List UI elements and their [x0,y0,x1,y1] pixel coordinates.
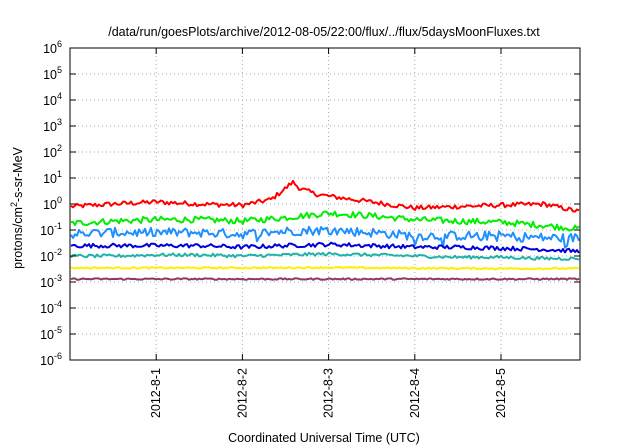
y-tick-base: 10 [43,42,57,56]
y-tick-base: 10 [43,146,57,160]
y-tick-exponent: 4 [57,91,62,101]
y-tick-label: 10-3 [40,273,62,290]
x-tick-label: 2012-8-4 [408,368,422,418]
y-tick-base: 10 [40,328,54,342]
y-axis-label-post: -s-sr-MeV [11,146,25,202]
series-line-6 [70,266,580,271]
y-axis-label-sup: 2 [9,202,19,207]
y-tick-label: 103 [43,117,62,134]
y-tick-label: 10-1 [40,221,62,238]
series-line-5 [70,251,580,261]
y-tick-label: 106 [43,39,62,56]
x-tick-label: 2012-8-1 [149,368,163,418]
y-tick-label: 10-6 [40,351,62,368]
y-tick-label: 10-2 [40,247,62,264]
y-tick-exponent: 6 [57,39,62,49]
y-tick-base: 10 [43,172,57,186]
y-axis-label-pre: protons/cm [11,207,25,269]
y-tick-exponent: -1 [54,221,62,231]
series-line-1 [70,179,580,213]
y-tick-exponent: 1 [57,169,62,179]
y-tick-base: 10 [40,354,54,368]
y-tick-exponent: -6 [54,351,62,361]
y-tick-exponent: 0 [57,195,62,205]
y-tick-label: 10-5 [40,325,62,342]
y-tick-exponent: -2 [54,247,62,257]
y-tick-label: 102 [43,143,62,160]
series-layer [70,179,580,281]
x-tick-label: 2012-8-2 [235,368,249,418]
y-axis-ticks: 10-610-510-410-310-210-11001011021031041… [40,39,580,368]
x-axis-label: Coordinated Universal Time (UTC) [228,431,420,445]
y-tick-base: 10 [40,224,54,238]
series-line-4 [70,241,580,254]
y-tick-base: 10 [43,94,57,108]
y-tick-base: 10 [43,120,57,134]
x-axis-ticks: 2012-8-1 2012-8-2 2012-8-3 2012-8-4 2012-8-5 [149,48,508,418]
y-tick-exponent: -5 [54,325,62,335]
y-tick-label: 101 [43,169,62,186]
y-tick-base: 10 [43,68,57,82]
y-tick-exponent: -4 [54,299,62,309]
y-tick-label: 105 [43,65,62,82]
y-tick-base: 10 [43,198,57,212]
x-tick-label: 2012-8-5 [494,368,508,418]
y-tick-base: 10 [40,302,54,316]
y-axis-label: protons/cm2-s-sr-MeV [9,146,25,268]
series-line-2 [70,210,580,232]
chart-title: /data/run/goesPlots/archive/2012-08-05/2… [108,25,540,39]
series-line-7 [70,277,580,281]
y-tick-base: 10 [40,250,54,264]
y-tick-base: 10 [40,276,54,290]
y-tick-exponent: 5 [57,65,62,75]
y-tick-exponent: 2 [57,143,62,153]
y-tick-label: 10-4 [40,299,62,316]
y-tick-label: 100 [43,195,62,212]
y-tick-exponent: -3 [54,273,62,283]
x-tick-label: 2012-8-3 [322,368,336,418]
series-line-3 [70,225,580,249]
y-tick-label: 104 [43,91,62,108]
y-tick-exponent: 3 [57,117,62,127]
